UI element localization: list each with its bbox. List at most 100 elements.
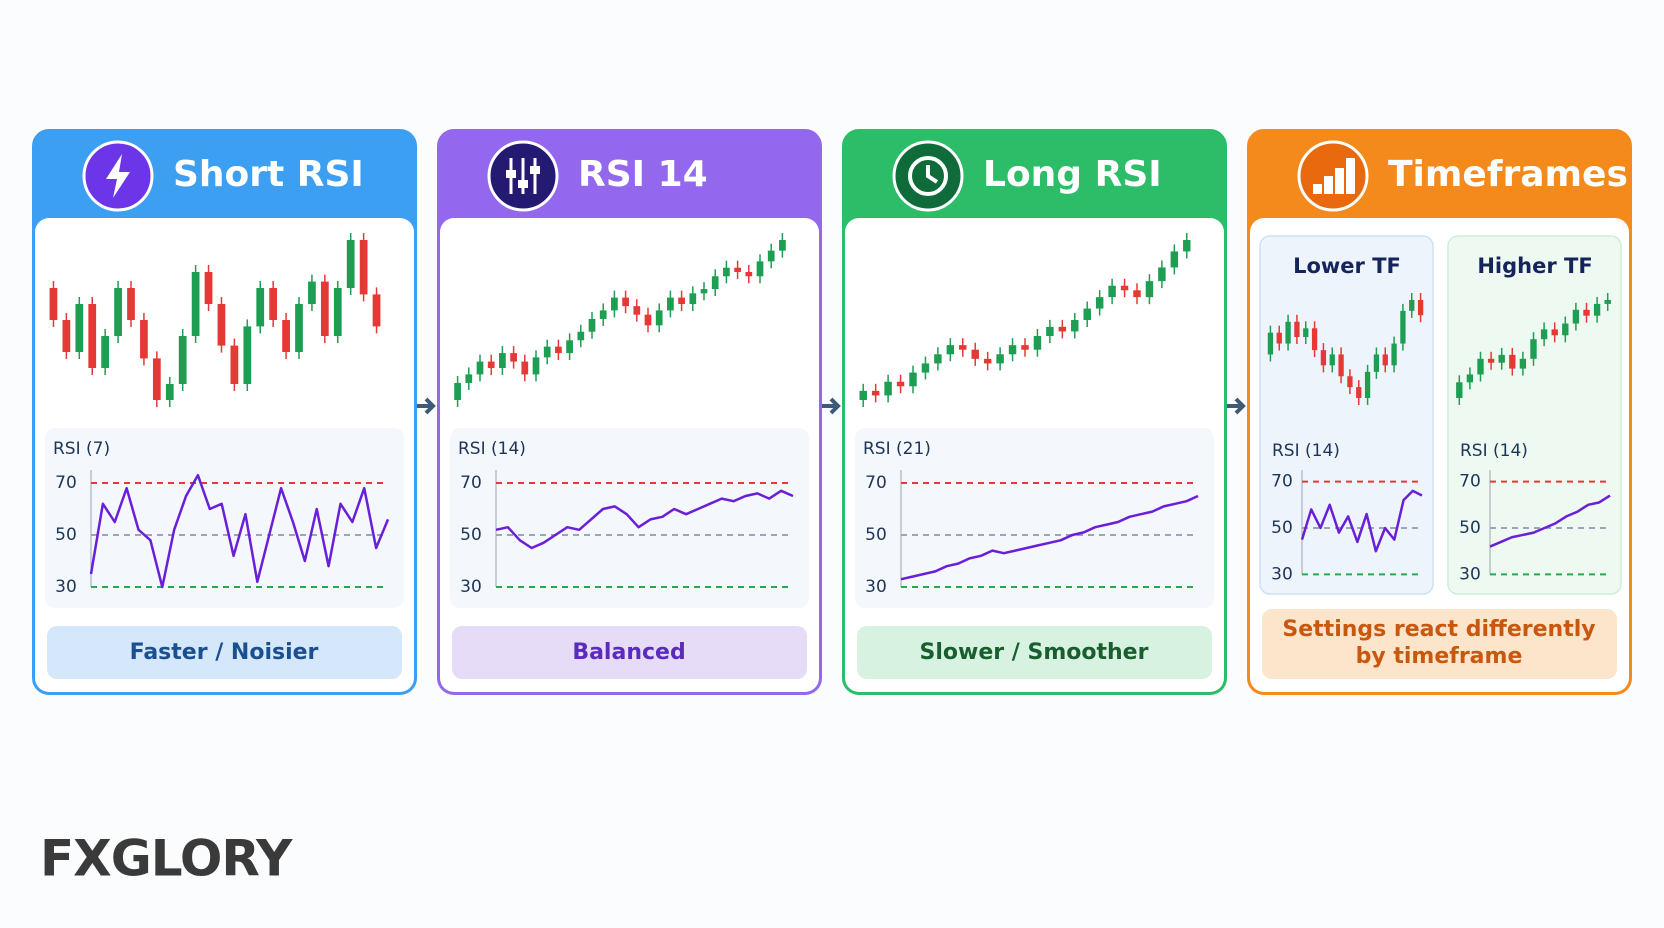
footer: Faster / Noisier xyxy=(130,640,319,665)
footer-box xyxy=(857,626,1212,679)
icon-glyph xyxy=(1313,184,1322,194)
candle xyxy=(566,340,573,354)
y-tick-label: 30 xyxy=(865,577,887,597)
candle xyxy=(346,240,355,288)
candle xyxy=(256,288,265,327)
candle xyxy=(1498,354,1505,363)
candle xyxy=(140,320,148,359)
candle xyxy=(711,276,719,290)
arrow xyxy=(822,397,841,415)
arrow xyxy=(1227,397,1246,415)
candle xyxy=(611,297,618,311)
candle xyxy=(667,297,674,311)
candle xyxy=(1338,354,1344,377)
y-tick-label: 70 xyxy=(1459,472,1481,492)
candle xyxy=(1551,329,1558,336)
candle xyxy=(1145,281,1154,298)
candle xyxy=(510,353,517,362)
candle xyxy=(1058,326,1067,332)
candle xyxy=(756,261,764,277)
y-tick-label: 30 xyxy=(1271,564,1293,584)
y-tick-label: 30 xyxy=(460,577,482,597)
y-tick-label: 70 xyxy=(55,473,77,493)
y-tick-label: 50 xyxy=(1271,518,1293,538)
candle xyxy=(320,281,329,336)
candle xyxy=(543,346,551,358)
candle xyxy=(1320,350,1327,366)
candle xyxy=(243,326,252,384)
candle xyxy=(577,331,585,341)
y-tick-label: 50 xyxy=(1459,518,1481,538)
candle xyxy=(1409,300,1415,311)
candle xyxy=(49,288,58,320)
candle xyxy=(282,320,290,352)
candle xyxy=(599,310,607,319)
candle xyxy=(62,320,71,352)
candle xyxy=(644,314,652,326)
candle xyxy=(499,353,506,368)
candle xyxy=(1294,321,1300,338)
candle xyxy=(1487,358,1495,363)
y-tick-label: 30 xyxy=(1459,564,1481,584)
candle xyxy=(204,272,213,304)
candle xyxy=(1509,354,1516,369)
candle xyxy=(1267,332,1274,355)
candle xyxy=(1572,309,1580,324)
candle xyxy=(959,345,967,350)
panel-title: Short RSI xyxy=(173,154,364,195)
candle xyxy=(921,363,930,373)
footer-box xyxy=(452,626,807,679)
candle xyxy=(1008,345,1017,355)
candle xyxy=(996,354,1004,364)
candle xyxy=(859,390,867,400)
rsi-label: RSI (14) xyxy=(1460,441,1528,461)
rsi-label: RSI (14) xyxy=(458,439,526,459)
footer-box xyxy=(1262,609,1617,679)
subpanel-title: Lower TF xyxy=(1293,254,1401,278)
panel-title: Long RSI xyxy=(983,154,1162,195)
candle xyxy=(633,306,641,315)
candle xyxy=(1347,376,1353,388)
candle xyxy=(1364,371,1371,398)
candle xyxy=(454,382,461,400)
candle xyxy=(1285,321,1291,344)
candle xyxy=(1311,328,1318,351)
candle xyxy=(1391,343,1397,366)
candle xyxy=(152,358,161,400)
candle xyxy=(165,384,174,400)
icon-glyph xyxy=(1324,176,1333,194)
candle xyxy=(127,288,135,320)
candle xyxy=(1158,267,1166,282)
icon-glyph xyxy=(1335,168,1344,194)
candle xyxy=(372,294,381,327)
candle xyxy=(1583,309,1590,316)
candle xyxy=(745,272,753,277)
candle xyxy=(269,288,278,320)
icon-glyph xyxy=(908,156,948,196)
candle xyxy=(767,250,775,262)
footer-box xyxy=(47,626,402,679)
candle xyxy=(946,345,955,355)
candle xyxy=(1604,300,1611,304)
candle xyxy=(1021,345,1029,350)
candle xyxy=(1095,297,1104,309)
candle xyxy=(217,304,226,346)
candle xyxy=(1540,329,1548,340)
candle xyxy=(700,289,708,294)
candle xyxy=(487,361,495,368)
candle xyxy=(689,293,697,304)
rsi-line xyxy=(900,494,1199,581)
footer: Slower / Smoother xyxy=(920,640,1149,665)
candle xyxy=(1183,240,1191,252)
rsi-line xyxy=(1489,494,1611,548)
candle xyxy=(476,361,484,375)
icon-glyph xyxy=(926,165,939,184)
y-tick-label: 70 xyxy=(1271,472,1293,492)
candle xyxy=(588,318,596,332)
rsi-line xyxy=(89,473,390,589)
candle xyxy=(1456,382,1463,398)
logo: FXGLORY xyxy=(40,830,293,888)
y-tick-label: 70 xyxy=(865,473,887,493)
arrow xyxy=(417,397,436,415)
footer: Balanced xyxy=(572,640,685,665)
